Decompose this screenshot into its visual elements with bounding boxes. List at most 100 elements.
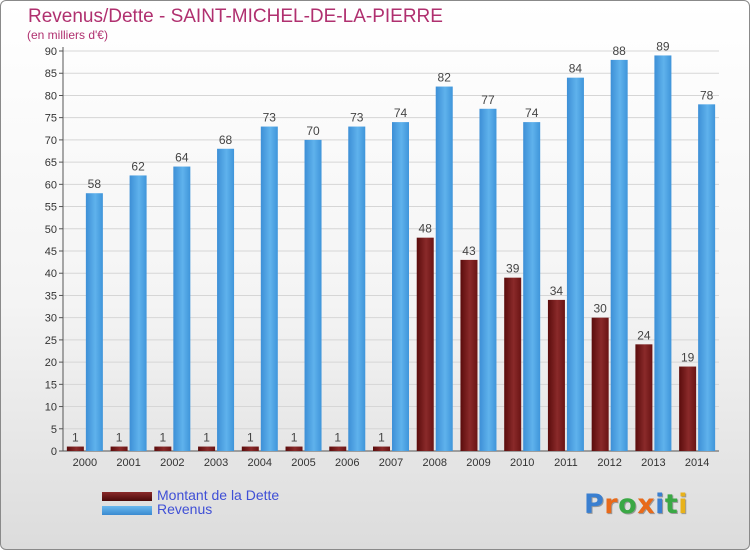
data-label-revenue: 73 [263,111,277,125]
y-tick-label: 10 [45,402,57,414]
y-tick-label: 55 [45,202,57,214]
logo-letter: r [604,489,619,520]
y-tick-label: 50 [45,224,57,236]
bar-debt [373,446,390,451]
y-tick-label: 80 [45,90,57,102]
chart-subtitle: (en milliers d'€) [27,28,108,42]
x-tick-label: 2011 [554,457,578,469]
chart-title: Revenus/Dette - SAINT-MICHEL-DE-LA-PIERR… [28,6,443,27]
data-label-revenue: 58 [88,177,102,191]
y-tick-label: 85 [45,68,57,80]
data-label-debt: 1 [291,431,298,445]
data-label-debt: 1 [334,431,341,445]
x-tick-label: 2000 [73,457,97,469]
bar-revenue [217,148,235,451]
bar-debt [285,446,303,451]
data-label-debt: 30 [593,302,607,316]
logo-letter: t [664,489,679,520]
bar-revenue [698,104,716,451]
bar-debt [547,299,565,451]
bar-debt [635,344,653,451]
x-tick-label: 2002 [160,457,184,469]
data-label-revenue: 74 [394,106,408,120]
bar-debt [460,259,478,451]
logo-letter: o [618,489,638,520]
bar-debt [329,446,347,451]
y-tick-label: 40 [45,268,57,280]
data-label-revenue: 77 [481,93,495,107]
bar-revenue [566,77,584,452]
data-label-revenue: 62 [131,159,145,173]
data-label-debt: 1 [72,431,79,445]
data-label-revenue: 68 [219,133,233,147]
bar-revenue [654,55,672,451]
bar-revenue [479,108,497,452]
bar-debt [591,317,609,451]
data-label-revenue: 88 [612,44,626,58]
data-label-debt: 1 [247,431,254,445]
y-tick-label: 5 [51,424,57,436]
data-label-revenue: 82 [438,71,452,85]
y-tick-label: 90 [45,46,57,58]
axes: 0 5 10 15 20 25 30 35 40 45 50 55 60 65 70 75 80 85 90 2000… [45,46,719,469]
legend-swatch-revenue [102,506,152,515]
bar-revenue [523,122,541,451]
bar-debt [241,446,259,451]
bar-debt [416,237,434,451]
bar-revenue [129,175,147,451]
x-tick-label: 2014 [685,457,709,469]
x-tick-label: 2007 [379,457,403,469]
legend-swatch-debt [102,492,152,501]
logo-letter: i [655,489,665,520]
bar-revenue [435,86,453,452]
x-tick-label: 2012 [597,457,621,469]
logo-letter: P [584,489,605,520]
data-label-debt: 48 [419,222,433,236]
x-tick-label: 2001 [116,457,140,469]
data-label-revenue: 89 [656,39,670,53]
bar-debt [504,277,522,451]
x-tick-label: 2005 [291,457,315,469]
bar-debt [154,446,172,451]
logo-letter: x [637,489,656,520]
data-label-debt: 34 [550,284,564,298]
y-tick-label: 70 [45,135,57,147]
x-tick-label: 2008 [422,457,446,469]
grid-lines [63,50,719,430]
data-label-revenue: 78 [700,88,714,102]
x-tick-label: 2006 [335,457,359,469]
bar-revenue [260,126,278,452]
bar-debt [110,446,128,451]
x-tick-label: 2009 [466,457,490,469]
y-tick-label: 65 [45,157,57,169]
bar-revenue [173,166,191,452]
proxiti-logo: Proxiti [584,489,688,520]
logo-letter: i [678,489,689,520]
data-label-revenue: 74 [525,106,539,120]
bar-revenue [348,126,366,452]
data-label-debt: 1 [159,431,166,445]
data-label-debt: 1 [116,431,123,445]
data-label-debt: 24 [637,328,651,342]
x-tick-label: 2004 [248,457,272,469]
data-label-debt: 19 [681,351,695,365]
bar-debt [66,446,84,451]
data-label-debt: 39 [506,262,520,276]
data-label-debt: 1 [203,431,210,445]
data-label-debt: 43 [462,244,476,258]
bar-revenue [610,59,628,452]
data-labels: 1 58 1 62 1 64 1 68 1 73 1 70 1 73 1 74 48 82 43 77 39 74 34 84… [72,39,714,444]
bar-revenue [392,122,409,451]
bar-debt [198,446,216,451]
y-tick-label: 75 [45,113,57,125]
y-tick-label: 25 [45,335,57,347]
legend-label-revenue: Revenus [157,501,213,517]
data-label-revenue: 64 [175,151,189,165]
x-tick-label: 2003 [204,457,228,469]
data-label-revenue: 84 [569,62,583,76]
y-tick-label: 35 [45,290,57,302]
y-tick-label: 20 [45,357,57,369]
bar-revenue [304,139,322,451]
